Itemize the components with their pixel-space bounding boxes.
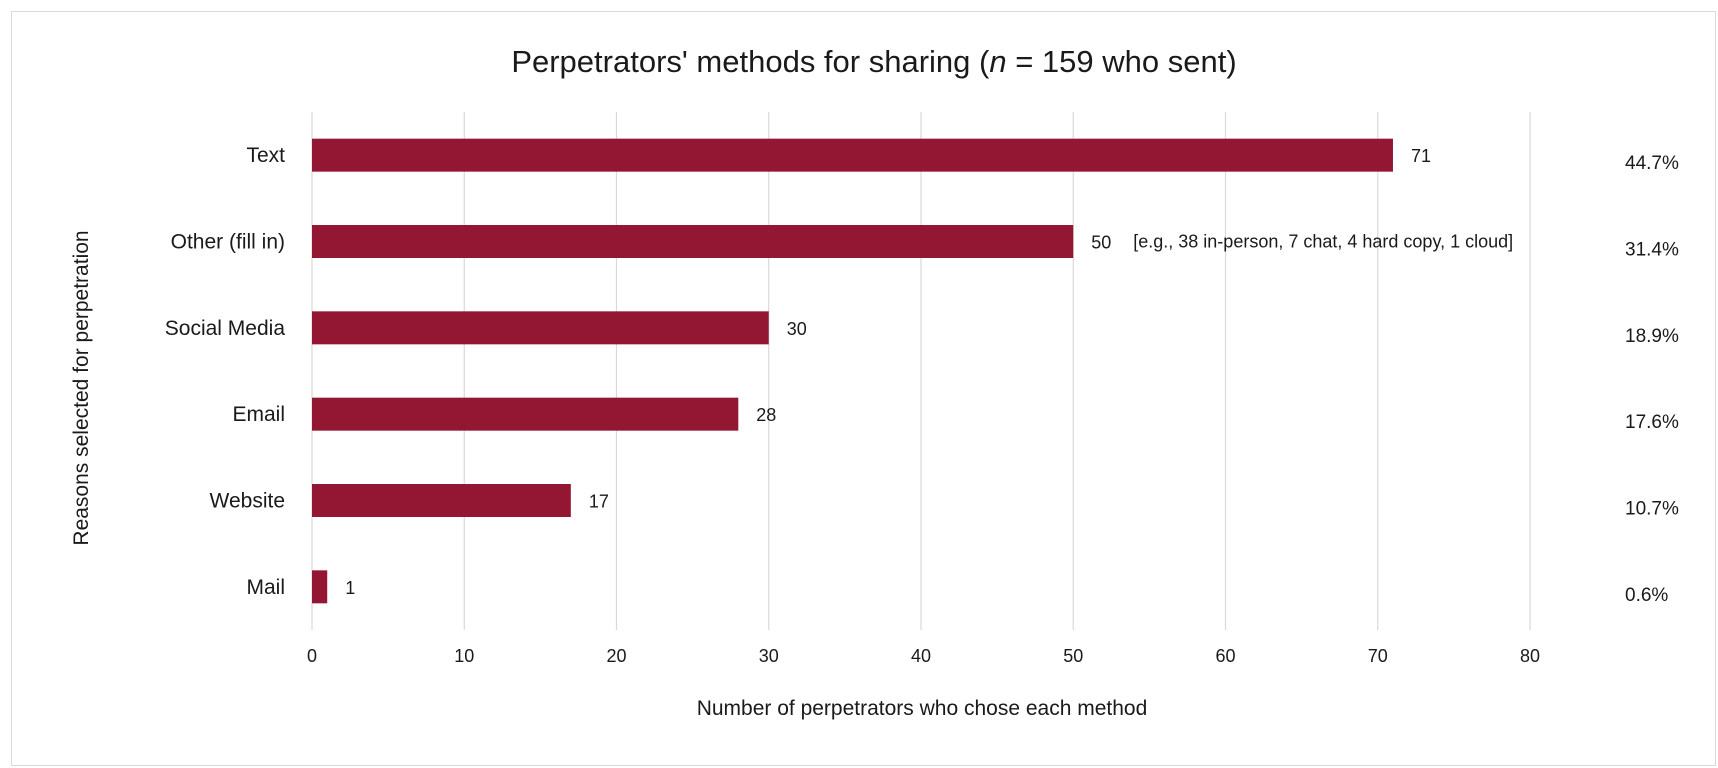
data-label-social-media: 30 xyxy=(787,319,807,339)
category-label-email: Email xyxy=(232,403,285,426)
percentage-label-other-fill-in: 31.4% xyxy=(1625,240,1679,261)
category-label-website: Website xyxy=(210,490,285,513)
bar-website xyxy=(312,484,571,517)
annotation-other-fill-in: [e.g., 38 in-person, 7 chat, 4 hard copy… xyxy=(1133,232,1513,252)
y-axis-title: Reasons selected for perpetration xyxy=(70,230,93,545)
chart-frame xyxy=(11,11,1716,766)
percentage-label-mail: 0.6% xyxy=(1625,585,1668,606)
data-label-mail: 1 xyxy=(345,578,355,598)
chart-title: Perpetrators' methods for sharing (n = 1… xyxy=(511,44,1236,79)
category-label-mail: Mail xyxy=(246,576,285,599)
x-tick-label-60: 60 xyxy=(1215,646,1235,666)
x-tick-label-70: 70 xyxy=(1368,646,1388,666)
category-label-text: Text xyxy=(246,144,285,167)
bar-other-fill-in xyxy=(312,225,1074,258)
annotations: [e.g., 38 in-person, 7 chat, 4 hard copy… xyxy=(1133,232,1513,252)
x-tick-label-30: 30 xyxy=(759,646,779,666)
x-tick-labels: 0 10 20 30 40 50 60 70 80 xyxy=(307,646,1540,666)
data-label-email: 28 xyxy=(756,405,776,425)
data-label-website: 17 xyxy=(589,492,609,512)
bar-mail xyxy=(312,570,328,604)
data-label-text: 71 xyxy=(1411,146,1431,166)
percentage-label-text: 44.7% xyxy=(1625,153,1679,174)
category-label-social-media: Social Media xyxy=(165,317,286,340)
percentage-label-email: 17.6% xyxy=(1625,412,1679,433)
category-labels: Text Other (fill in) Social Media Email Webs… xyxy=(165,144,286,599)
x-tick-label-40: 40 xyxy=(911,646,931,666)
x-tick-label-50: 50 xyxy=(1063,646,1083,666)
category-label-other-fill-in: Other (fill in) xyxy=(171,231,285,254)
bar-email xyxy=(312,397,739,431)
bars xyxy=(312,138,1393,604)
x-tick-label-10: 10 xyxy=(454,646,474,666)
x-axis-title: Number of perpetrators who chose each me… xyxy=(697,697,1148,720)
gridlines xyxy=(311,112,1531,630)
bar-text xyxy=(312,138,1393,172)
data-label-other-fill-in: 50 xyxy=(1091,233,1111,253)
data-labels: 71 50 30 28 17 1 xyxy=(345,146,1431,598)
x-tick-label-80: 80 xyxy=(1520,646,1540,666)
percentage-label-social-media: 18.9% xyxy=(1625,326,1679,347)
x-tick-label-0: 0 xyxy=(307,646,317,666)
bar-social-media xyxy=(312,311,769,345)
percentage-label-website: 10.7% xyxy=(1625,499,1679,520)
percentage-labels: 44.7% 31.4% 18.9% 17.6% 10.7% 0.6% xyxy=(1625,153,1679,606)
x-tick-label-20: 20 xyxy=(606,646,626,666)
